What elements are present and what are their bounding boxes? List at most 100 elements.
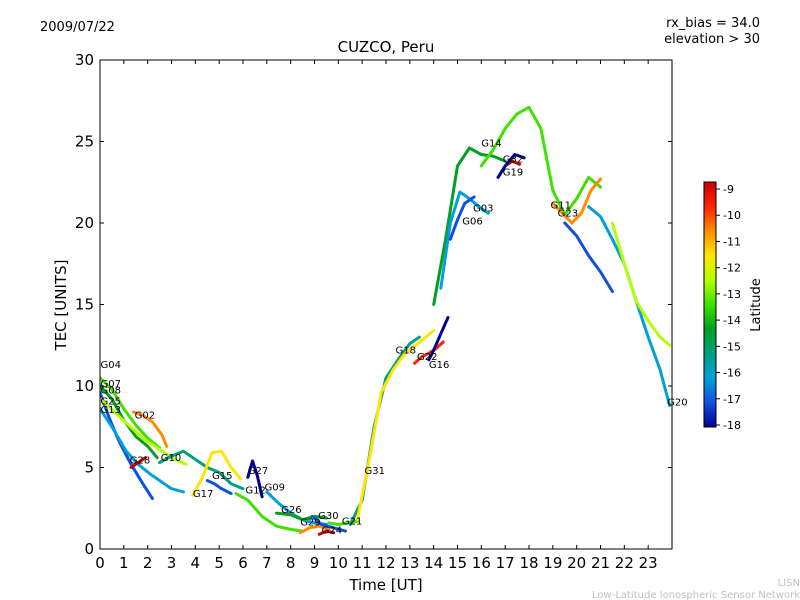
sat-label-g30: G30 xyxy=(318,511,338,522)
sat-label-g28: G28 xyxy=(130,455,150,466)
series-g13 xyxy=(100,407,185,494)
colorbar-tick-label: -9 xyxy=(723,183,734,196)
sat-label-g09: G09 xyxy=(265,482,285,493)
series-g01 xyxy=(610,221,672,347)
sat-label-g08: G08 xyxy=(101,385,121,396)
sat-label-g10: G10 xyxy=(161,453,181,464)
series-g06 xyxy=(448,195,476,241)
colorbar-ticks: -9 -10 -11 -12 -13 -14 -15 -16 -17 -18 xyxy=(716,183,741,432)
x-tick-label: 7 xyxy=(262,554,272,572)
series-g04 xyxy=(100,376,162,450)
elevation-label: elevation > 30 xyxy=(664,32,760,47)
colorbar-tick-label: -14 xyxy=(723,314,741,327)
series-g17 xyxy=(191,449,243,497)
sat-label-g12: G12 xyxy=(245,486,265,497)
date-label: 2009/07/22 xyxy=(40,20,115,35)
sat-label-g03: G03 xyxy=(473,204,493,215)
sat-label-g04: G04 xyxy=(101,360,121,371)
sat-label-g20: G20 xyxy=(667,398,687,409)
sat-label-g15: G15 xyxy=(212,471,232,482)
colorbar-tick-label: -10 xyxy=(723,209,741,222)
series-g14 xyxy=(432,146,507,306)
sat-label-g32: G32 xyxy=(503,155,523,166)
series-layer xyxy=(100,105,672,536)
series-g07 xyxy=(100,391,154,500)
colorbar xyxy=(703,181,717,428)
chart-title: CUZCO, Peru xyxy=(338,38,435,56)
series-g30 xyxy=(310,514,347,533)
series-g29 xyxy=(298,524,331,535)
x-tick-label: 19 xyxy=(543,554,562,572)
sat-label-g18: G18 xyxy=(396,345,416,356)
series-g22 xyxy=(413,340,445,365)
x-tick-label: 8 xyxy=(286,554,296,572)
sat-label-g27: G27 xyxy=(248,466,268,477)
colorbar-tick-label: -17 xyxy=(723,393,741,406)
y-tick-label: 0 xyxy=(84,540,94,558)
x-tick-label: 23 xyxy=(639,554,658,572)
x-tick-label: 22 xyxy=(615,554,634,572)
footer-lisn: LISN xyxy=(778,578,800,589)
x-tick-label: 9 xyxy=(310,554,320,572)
sat-label-g25: G25 xyxy=(101,397,121,408)
x-tick-label: 17 xyxy=(496,554,515,572)
x-tick-label: 10 xyxy=(329,554,348,572)
series-g15 xyxy=(205,479,233,496)
series-g10 xyxy=(158,449,245,491)
y-axis-label: TEC [UNITS] xyxy=(52,260,70,352)
series-g24 xyxy=(317,529,336,536)
y-tick-label: 15 xyxy=(75,296,94,314)
x-tick-label: 13 xyxy=(400,554,419,572)
x-tick-label: 15 xyxy=(448,554,467,572)
y-tick-label: 30 xyxy=(75,51,94,69)
y-tick-label: 20 xyxy=(75,214,94,232)
colorbar-tick-label: -15 xyxy=(723,340,741,353)
colorbar-tick-label: -18 xyxy=(723,419,741,432)
sat-label-g21: G21 xyxy=(342,517,362,528)
colorbar-tick-label: -11 xyxy=(723,235,741,248)
series-g16 xyxy=(427,316,450,362)
colorbar-tick-label: -13 xyxy=(723,288,741,301)
x-tick-label: 16 xyxy=(472,554,491,572)
sat-label-g29: G29 xyxy=(300,517,320,528)
sat-label-g17: G17 xyxy=(193,489,213,500)
series-g26 xyxy=(274,511,328,522)
sat-label-g23: G23 xyxy=(558,209,578,220)
series-g18 xyxy=(355,329,436,522)
plot-frame xyxy=(99,59,673,550)
colorbar-tick-label: -16 xyxy=(723,367,741,380)
series-g19 xyxy=(496,153,526,179)
colorbar-label: Latitude xyxy=(749,278,764,332)
y-axis: 0 5 10 15 20 25 30 xyxy=(75,51,672,558)
x-tick-label: 6 xyxy=(238,554,248,572)
x-tick-label: 21 xyxy=(591,554,610,572)
x-tick-label: 0 xyxy=(95,554,105,572)
y-tick-label: 25 xyxy=(75,133,94,151)
sat-label-g11: G11 xyxy=(551,200,571,211)
sat-label-g22: G22 xyxy=(417,352,437,363)
rx-bias-label: rx_bias = 34.0 xyxy=(666,16,760,31)
sat-label-g07: G07 xyxy=(101,379,121,390)
series-g20 xyxy=(587,205,672,408)
colorbar-tick-label: -12 xyxy=(723,262,741,275)
x-tick-label: 18 xyxy=(519,554,538,572)
series-g05 xyxy=(563,221,614,293)
x-tick-label: 11 xyxy=(353,554,372,572)
sat-label-g26: G26 xyxy=(281,505,301,516)
sat-label-g31: G31 xyxy=(365,466,385,477)
series-g27 xyxy=(246,459,264,499)
x-tick-label: 20 xyxy=(567,554,586,572)
x-tick-label: 4 xyxy=(191,554,201,572)
series-g12 xyxy=(234,492,305,533)
sat-label-g14: G14 xyxy=(481,138,501,149)
y-tick-label: 10 xyxy=(75,377,94,395)
series-g23 xyxy=(551,177,602,225)
series-g08 xyxy=(100,384,159,460)
x-tick-label: 3 xyxy=(167,554,177,572)
x-axis-label: Time [UT] xyxy=(348,576,422,594)
series-g11 xyxy=(479,105,602,217)
footer-network: Low-Latitude Ionospheric Sensor Network xyxy=(592,590,800,600)
y-tick-label: 5 xyxy=(84,459,94,477)
